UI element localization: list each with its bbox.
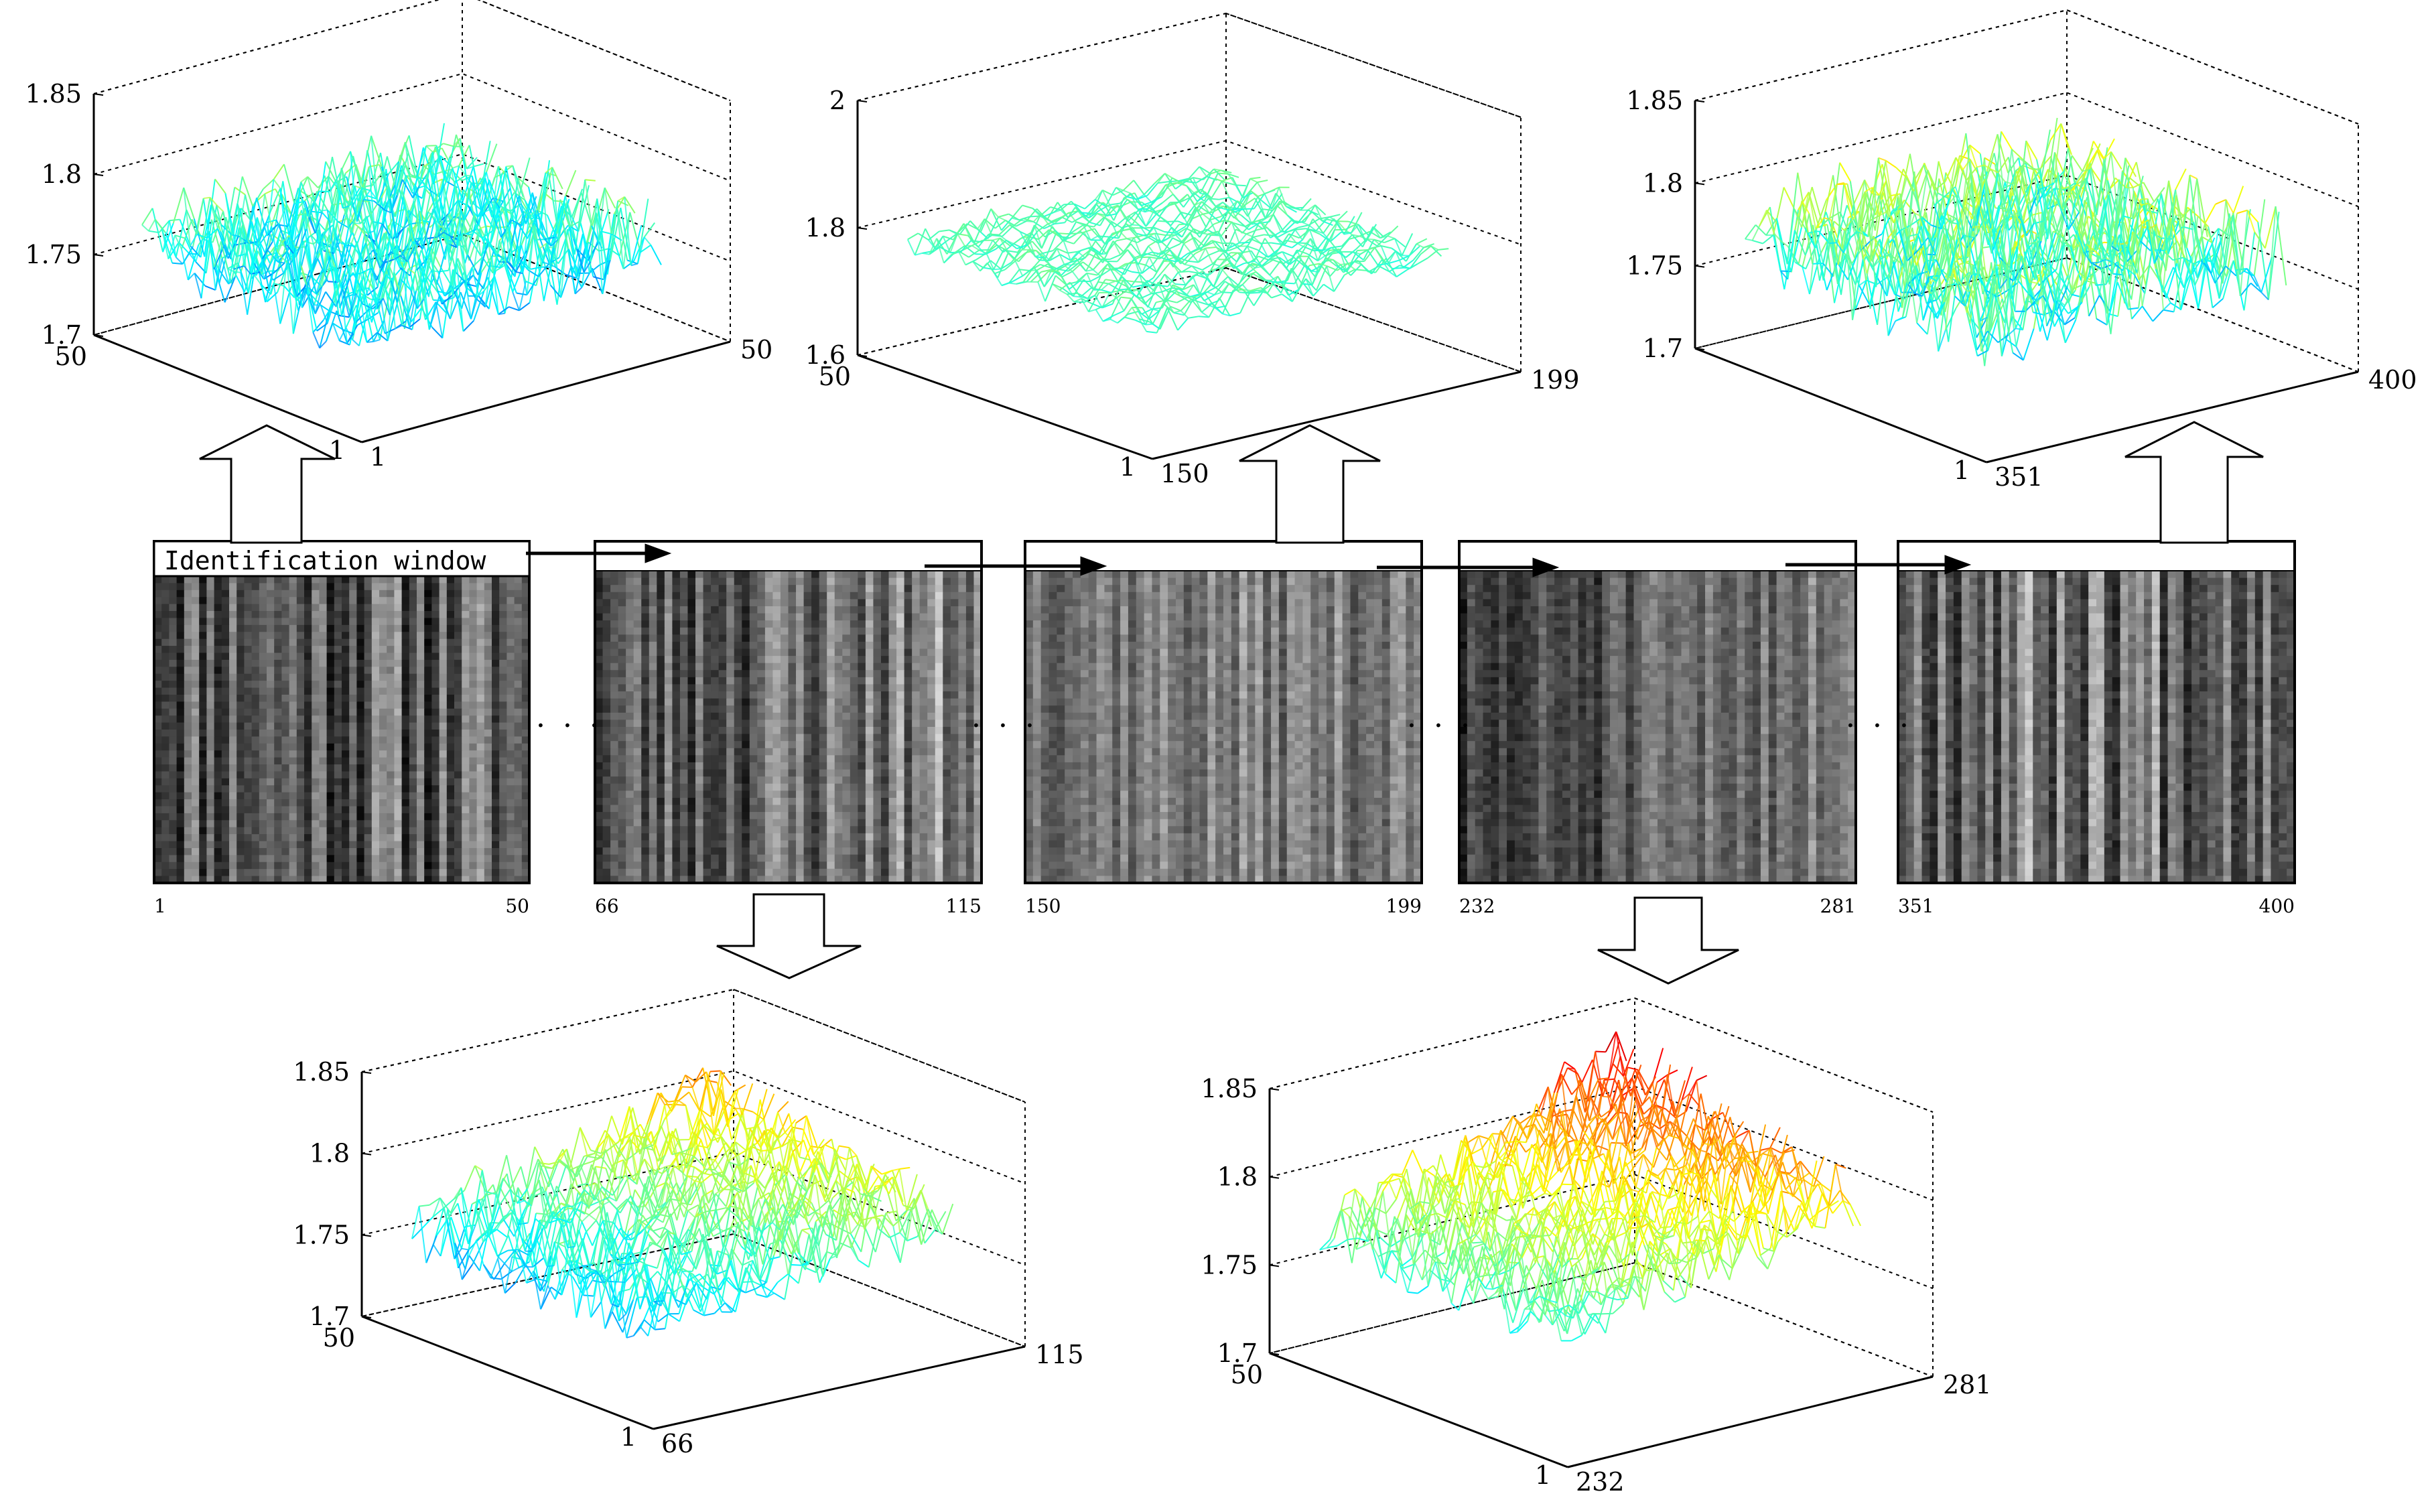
- projection-arrows: [199, 421, 2264, 985]
- surface-mesh-p3: [1744, 117, 2287, 366]
- col-min-p5: 232: [1576, 1467, 1625, 1497]
- axes-p5: 1.7 1.75 1.8 1.85 50 1 232 281: [1201, 997, 1992, 1497]
- ztick-p1-3: 1.85: [25, 79, 82, 109]
- ztick-p1-1: 1.75: [25, 240, 82, 269]
- ellipsis-2: · · ·: [971, 709, 1038, 743]
- ellipsis-1: · · ·: [536, 709, 603, 743]
- strip-frame-3: [1024, 540, 1423, 884]
- strip-frame-5: [1897, 540, 2296, 884]
- window-slide-arrows: [526, 543, 1972, 577]
- surface-mesh-p1: [141, 123, 662, 349]
- up-arrow-1: [199, 424, 336, 544]
- strip-3-start-label: 150: [1025, 895, 1061, 917]
- ztick-p4-1: 1.75: [293, 1220, 350, 1249]
- strip-2-end-label: 115: [946, 895, 982, 917]
- col-max-p4: 115: [1035, 1340, 1084, 1369]
- col-max-p2: 199: [1531, 365, 1580, 395]
- surface-mesh-p5: [1319, 1031, 1861, 1342]
- axes-p3: 1.7 1.75 1.8 1.85 1 351 400: [1626, 9, 2417, 492]
- row-min-p2: 1: [1120, 452, 1136, 482]
- row-min-p5: 1: [1535, 1460, 1551, 1490]
- col-min-p2: 150: [1160, 459, 1209, 488]
- slide-arrow-1-head: [645, 543, 672, 563]
- slide-arrow-3-head: [1532, 557, 1560, 577]
- surface-plot-351-400: 1.7 1.75 1.8 1.85 1 351 400: [1626, 9, 2417, 492]
- identification-window-label: Identification window: [164, 546, 486, 575]
- row-max-p5: 50: [1231, 1360, 1263, 1389]
- strip-5-end-label: 400: [2259, 895, 2295, 917]
- axes-p2: 1.6 1.8 2 50 1 150 199: [805, 12, 1580, 488]
- slide-arrow-2-head: [1080, 556, 1107, 576]
- ztick-p2-2: 2: [829, 86, 846, 115]
- surface-plot-1-50: 1.7 1.75 1.8 1.85 50 1 1 50: [25, 0, 772, 472]
- slide-arrow-4-head: [1944, 555, 1972, 575]
- image-strip-1: [153, 540, 531, 884]
- row-max-p2: 50: [819, 362, 851, 391]
- axes-p1: 1.7 1.75 1.8 1.85 50 1 1 50: [25, 0, 772, 472]
- row-min-p1: 1: [329, 435, 345, 465]
- image-strip-3: [1024, 540, 1423, 884]
- surface-mesh-p4: [411, 1067, 954, 1338]
- image-strip-2: [594, 540, 983, 884]
- col-max-p1: 50: [740, 335, 772, 364]
- image-strip-5: [1897, 540, 2296, 884]
- col-max-p5: 281: [1943, 1370, 1992, 1399]
- ztick-p3-1: 1.75: [1626, 251, 1683, 281]
- ztick-p5-0: 1.7: [1217, 1338, 1258, 1368]
- ztick-p2-0: 1.6: [805, 340, 846, 370]
- surface-plot-66-115: 1.7 1.75 1.8 1.85 50 1 66 115: [293, 988, 1084, 1458]
- ellipsis-4: · · ·: [1846, 709, 1913, 743]
- surface-mesh-p2: [906, 166, 1449, 334]
- up-arrow-2: [1239, 424, 1381, 544]
- ellipsis-3: · · ·: [1407, 709, 1474, 743]
- row-max-p4: 50: [323, 1323, 355, 1353]
- strip-3-end-label: 199: [1386, 895, 1422, 917]
- ztick-p4-2: 1.8: [310, 1139, 350, 1168]
- ztick-p1-0: 1.7: [42, 320, 82, 350]
- ztick-p4-0: 1.7: [310, 1302, 350, 1331]
- ztick-p3-0: 1.7: [1643, 334, 1683, 363]
- row-min-p4: 1: [620, 1422, 636, 1452]
- axes-p4: 1.7 1.75 1.8 1.85 50 1 66 115: [293, 988, 1084, 1458]
- ztick-p5-1: 1.75: [1201, 1250, 1258, 1280]
- row-min-p3: 1: [1954, 456, 1970, 485]
- col-max-p3: 400: [2368, 365, 2417, 395]
- strip-4-start-label: 232: [1459, 895, 1495, 917]
- strip-5-start-label: 351: [1898, 895, 1934, 917]
- strip-frame-2: [594, 540, 983, 884]
- ztick-p3-3: 1.85: [1626, 86, 1683, 115]
- up-arrow-3: [2124, 421, 2264, 544]
- surface-plot-232-281: 1.7 1.75 1.8 1.85 50 1 232 281: [1201, 997, 1992, 1497]
- down-arrow-1: [716, 893, 862, 979]
- identification-window-header: [153, 540, 531, 577]
- ztick-p1-2: 1.8: [42, 159, 82, 189]
- strip-1-end-label: 50: [505, 895, 529, 917]
- image-strip-4: [1458, 540, 1857, 884]
- ztick-p4-3: 1.85: [293, 1057, 350, 1087]
- strip-1-start-label: 1: [154, 895, 166, 917]
- ztick-p2-1: 1.8: [805, 213, 846, 243]
- col-min-p4: 66: [661, 1429, 693, 1458]
- row-max-p1: 50: [55, 342, 87, 371]
- col-min-p3: 351: [1995, 462, 2043, 492]
- strip-4-end-label: 281: [1820, 895, 1856, 917]
- ztick-p5-3: 1.85: [1201, 1074, 1258, 1103]
- col-min-p1: 1: [370, 442, 386, 472]
- image-strips: [153, 540, 2296, 884]
- surface-plot-150-199: 1.6 1.8 2 50 1 150 199: [805, 12, 1580, 488]
- strip-frame-4: [1458, 540, 1857, 884]
- ztick-p3-2: 1.8: [1643, 168, 1683, 198]
- down-arrow-2: [1597, 896, 1739, 985]
- strip-2-start-label: 66: [595, 895, 619, 917]
- ztick-p5-2: 1.8: [1217, 1162, 1258, 1192]
